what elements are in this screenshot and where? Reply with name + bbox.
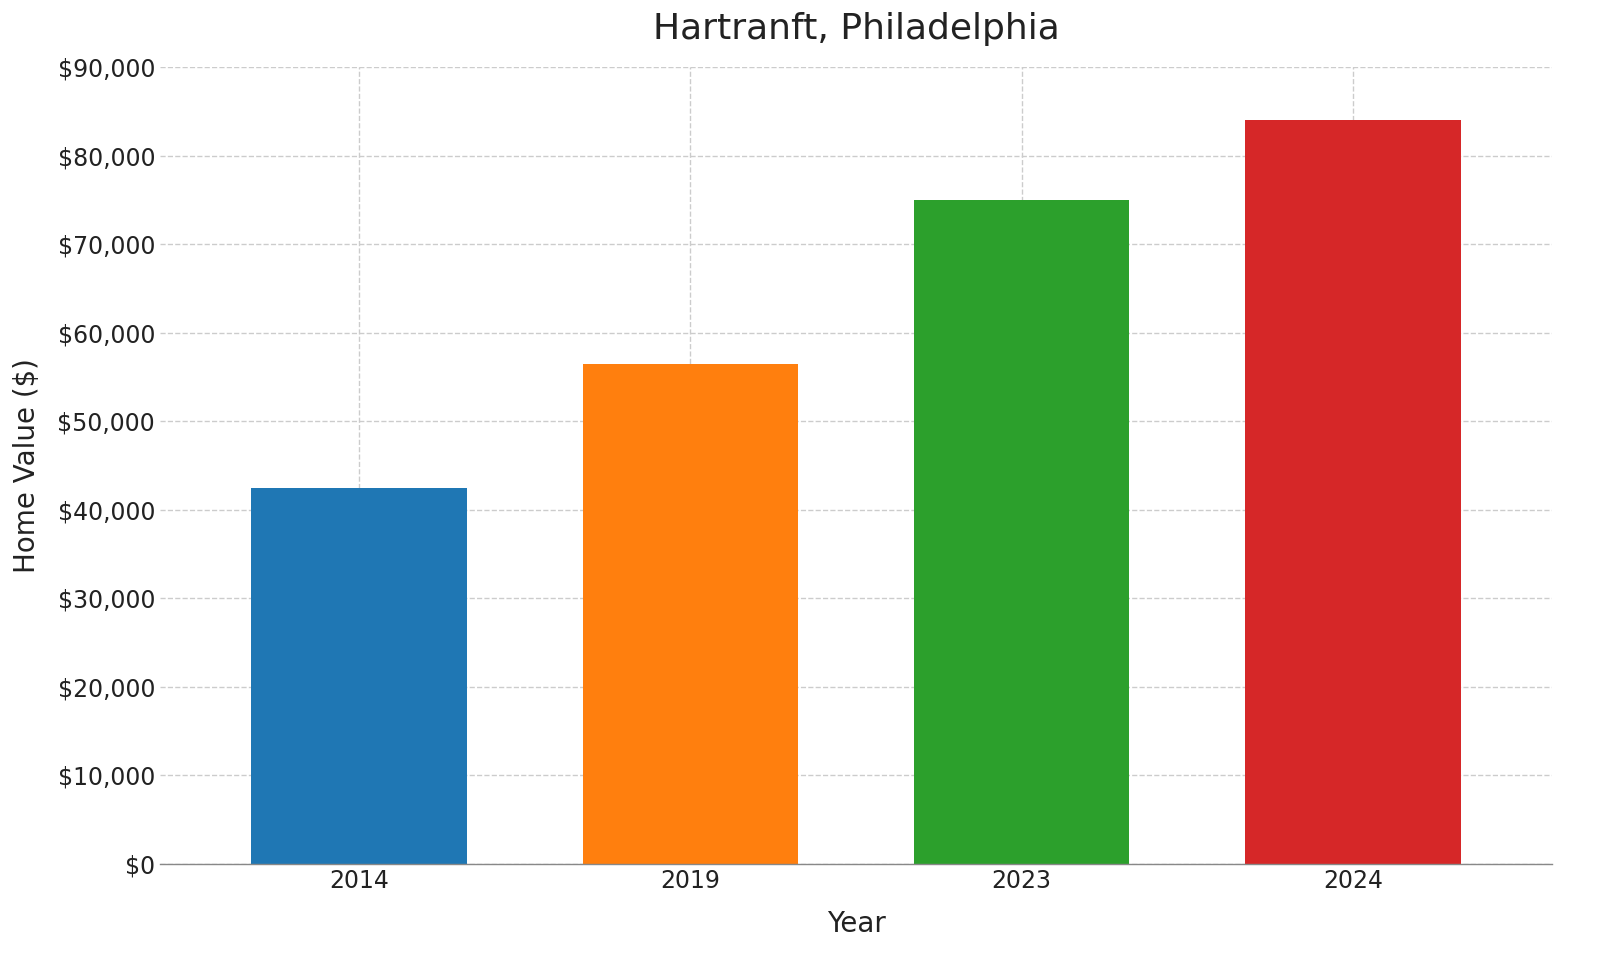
Bar <box>914 200 1130 864</box>
Bar <box>582 364 798 864</box>
Title: Hartranft, Philadelphia: Hartranft, Philadelphia <box>653 12 1059 46</box>
Bar <box>1245 120 1461 864</box>
X-axis label: Year: Year <box>827 909 885 938</box>
Bar <box>251 488 467 864</box>
Y-axis label: Home Value ($): Home Value ($) <box>13 358 40 573</box>
